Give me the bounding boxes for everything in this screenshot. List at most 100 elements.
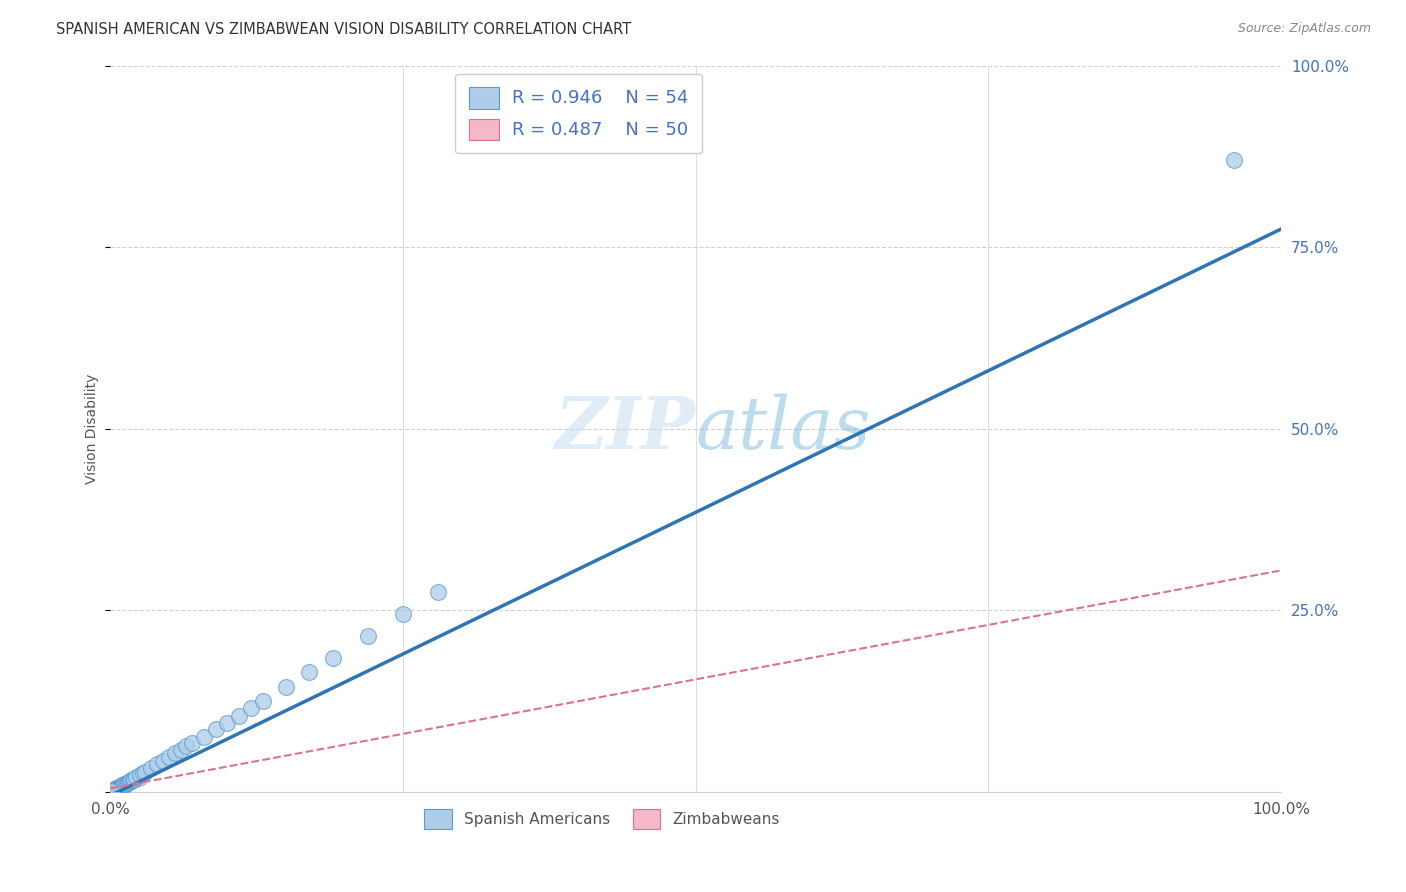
Point (121, 774, 143, 789)
Point (105, 781, 128, 796)
Text: Source: ZipAtlas.com: Source: ZipAtlas.com (1237, 22, 1371, 36)
Point (128, 768, 150, 782)
Point (120, 774, 142, 789)
Point (103, 782, 125, 797)
Point (163, 747, 186, 761)
Point (176, 739, 198, 754)
Point (146, 757, 169, 772)
Point (121, 774, 143, 789)
Point (104, 781, 127, 796)
Point (298, 665, 321, 679)
Point (101, 783, 124, 797)
Point (128, 772, 150, 786)
Point (152, 754, 174, 768)
Point (112, 778, 135, 792)
Point (122, 772, 145, 786)
Point (103, 782, 125, 797)
Point (181, 735, 204, 749)
Point (104, 782, 127, 797)
Point (239, 701, 262, 715)
Point (112, 777, 135, 791)
Point (104, 781, 127, 796)
Point (107, 780, 129, 795)
Point (104, 782, 127, 797)
Text: ZIP: ZIP (555, 393, 696, 464)
Point (118, 775, 141, 789)
Point (115, 776, 138, 790)
Point (117, 775, 139, 789)
Point (118, 775, 141, 789)
Point (112, 779, 135, 793)
Point (112, 778, 135, 792)
Point (169, 743, 191, 757)
Point (228, 708, 250, 723)
Point (427, 585, 450, 599)
Point (111, 779, 134, 793)
Point (107, 781, 129, 796)
Point (105, 780, 128, 794)
Point (122, 774, 145, 789)
Point (118, 774, 141, 789)
Point (105, 782, 128, 797)
Point (252, 694, 274, 708)
Point (105, 780, 128, 795)
Point (117, 775, 139, 789)
Point (108, 779, 131, 793)
Point (105, 781, 128, 796)
Point (108, 779, 131, 793)
Point (117, 775, 139, 789)
Point (120, 774, 142, 789)
Point (357, 629, 380, 643)
Point (141, 761, 163, 775)
Point (112, 777, 135, 791)
Point (100, 783, 122, 797)
Point (101, 782, 124, 797)
Point (111, 778, 134, 792)
Point (322, 650, 344, 665)
Point (114, 776, 136, 790)
Point (105, 781, 128, 796)
Y-axis label: Vision Disability: Vision Disability (86, 374, 100, 484)
Point (110, 779, 132, 793)
Point (112, 777, 135, 791)
Point (111, 779, 134, 793)
Point (121, 772, 143, 787)
Point (134, 764, 156, 779)
Point (107, 779, 129, 793)
Point (120, 774, 142, 789)
Point (120, 774, 142, 789)
Point (103, 782, 125, 797)
Text: atlas: atlas (696, 393, 872, 464)
Point (100, 784, 122, 798)
Point (101, 782, 124, 797)
Point (157, 750, 180, 764)
Point (114, 777, 136, 791)
Point (112, 777, 135, 791)
Point (111, 778, 134, 792)
Point (217, 715, 239, 730)
Point (108, 780, 131, 794)
Point (110, 780, 132, 794)
Point (114, 776, 136, 790)
Point (132, 766, 155, 780)
Point (101, 783, 124, 797)
Point (120, 773, 142, 788)
Point (107, 779, 129, 793)
Point (115, 776, 138, 790)
Point (108, 780, 131, 795)
Point (120, 774, 142, 789)
Point (105, 780, 128, 795)
Point (105, 782, 128, 797)
Point (110, 778, 132, 792)
Point (274, 680, 297, 694)
Point (108, 779, 131, 793)
Text: SPANISH AMERICAN VS ZIMBABWEAN VISION DISABILITY CORRELATION CHART: SPANISH AMERICAN VS ZIMBABWEAN VISION DI… (56, 22, 631, 37)
Point (100, 784, 122, 798)
Point (1223, 153, 1246, 167)
Point (122, 774, 145, 789)
Point (112, 778, 135, 792)
Point (103, 782, 125, 797)
Point (110, 779, 132, 793)
Point (107, 780, 129, 794)
Legend: Spanish Americans, Zimbabweans: Spanish Americans, Zimbabweans (418, 804, 786, 835)
